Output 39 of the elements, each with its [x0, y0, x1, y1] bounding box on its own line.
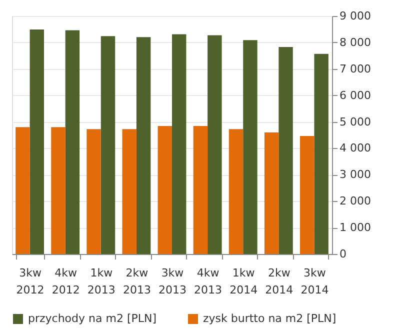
y-tick-label: 2 000 — [340, 194, 371, 208]
x-tick-label: 1kw 2013 — [87, 266, 116, 296]
bar — [172, 34, 186, 254]
y-tick-label: 7 000 — [340, 62, 371, 76]
bar — [314, 54, 328, 254]
bar — [158, 126, 172, 254]
x-tick-label: 3kw 2014 — [300, 266, 329, 296]
bar — [122, 129, 136, 254]
bar — [243, 40, 258, 254]
x-tick-label: 1kw 2014 — [230, 266, 258, 296]
bar — [193, 126, 208, 254]
bar — [264, 132, 279, 254]
x-tick-label: 4kw 2012 — [52, 266, 80, 296]
y-tick-label: 6 000 — [340, 88, 371, 102]
y-tick-label: 0 — [340, 248, 346, 260]
bar — [228, 129, 244, 254]
y-tick-label: 5 000 — [340, 115, 371, 128]
bar — [208, 35, 222, 254]
x-tick-label: 4kw 2013 — [194, 266, 222, 296]
y-tick-label: 4 000 — [340, 142, 371, 155]
y-tick-label: 1 000 — [340, 221, 371, 234]
bar — [51, 127, 66, 254]
y-tick-label: 3 000 — [340, 168, 371, 182]
x-tick-label: 3kw 2013 — [158, 266, 186, 296]
x-tick-label: 3kw 2012 — [16, 266, 44, 296]
bar — [65, 30, 80, 254]
bar — [16, 127, 30, 254]
y-tick-label: 9 000 — [340, 10, 371, 22]
y-tick-label: 8 000 — [340, 36, 371, 49]
bar — [30, 29, 44, 254]
bar — [86, 129, 101, 254]
x-tick-label: 2kw 2013 — [122, 266, 151, 296]
bar — [100, 36, 116, 254]
bar — [278, 46, 293, 254]
legend-label: zysk burtto na m2 [PLN] — [203, 312, 336, 325]
bar — [136, 37, 151, 254]
legend-label: przychody na m2 [PLN] — [28, 312, 157, 325]
bar — [300, 136, 314, 254]
x-tick-label: 2kw 2014 — [265, 266, 294, 296]
